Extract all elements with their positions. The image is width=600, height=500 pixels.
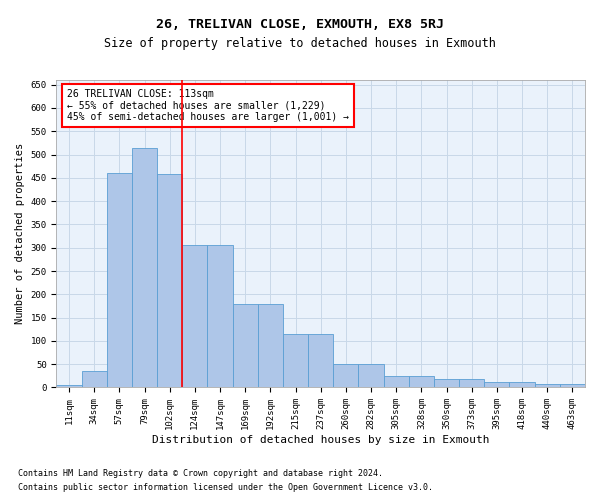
Text: 26, TRELIVAN CLOSE, EXMOUTH, EX8 5RJ: 26, TRELIVAN CLOSE, EXMOUTH, EX8 5RJ	[156, 18, 444, 30]
Bar	[509, 382, 535, 388]
Bar	[383, 376, 409, 388]
Bar	[182, 246, 208, 388]
Bar	[56, 385, 82, 388]
Text: Contains HM Land Registry data © Crown copyright and database right 2024.: Contains HM Land Registry data © Crown c…	[18, 468, 383, 477]
Bar	[459, 379, 484, 388]
Bar	[132, 148, 157, 388]
Bar	[283, 334, 308, 388]
Bar	[358, 364, 383, 388]
Bar	[157, 174, 182, 388]
Bar	[333, 364, 358, 388]
Bar	[233, 304, 258, 388]
Bar	[409, 376, 434, 388]
Text: 26 TRELIVAN CLOSE: 113sqm
← 55% of detached houses are smaller (1,229)
45% of se: 26 TRELIVAN CLOSE: 113sqm ← 55% of detac…	[67, 89, 349, 122]
Bar	[535, 384, 560, 388]
Bar	[308, 334, 333, 388]
Bar	[258, 304, 283, 388]
Bar	[208, 246, 233, 388]
X-axis label: Distribution of detached houses by size in Exmouth: Distribution of detached houses by size …	[152, 435, 490, 445]
Bar	[107, 173, 132, 388]
Bar	[484, 382, 509, 388]
Y-axis label: Number of detached properties: Number of detached properties	[15, 143, 25, 324]
Text: Size of property relative to detached houses in Exmouth: Size of property relative to detached ho…	[104, 38, 496, 51]
Bar	[82, 371, 107, 388]
Text: Contains public sector information licensed under the Open Government Licence v3: Contains public sector information licen…	[18, 484, 433, 492]
Bar	[434, 379, 459, 388]
Bar	[560, 384, 585, 388]
